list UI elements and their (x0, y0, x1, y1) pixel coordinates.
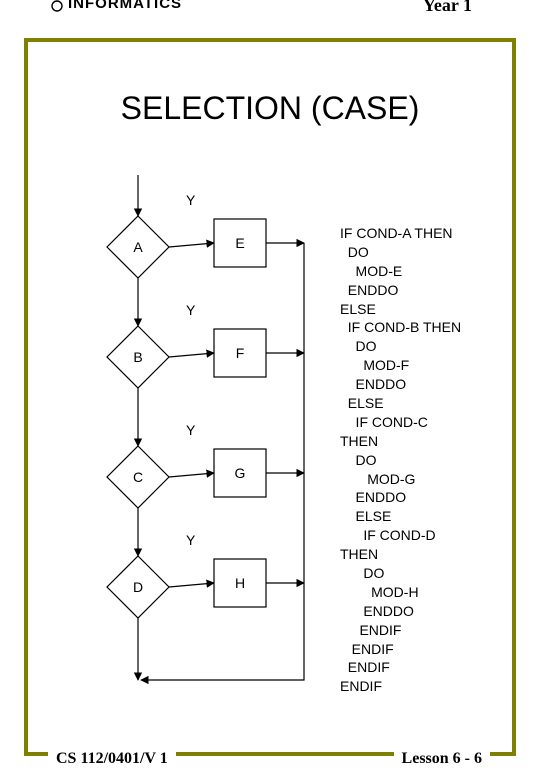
brand-text: INFORMATICS (68, 0, 182, 12)
svg-text:F: F (236, 345, 245, 361)
svg-text:A: A (133, 239, 143, 255)
svg-text:G: G (235, 465, 246, 481)
footer-course-code: CS 112/0401/V 1 (48, 750, 176, 768)
svg-text:H: H (235, 575, 245, 591)
svg-text:Y: Y (186, 532, 196, 548)
brand-block: INFORMATICS (44, 0, 188, 12)
svg-text:E: E (235, 235, 244, 251)
flowchart: Y Y Y Y A E B F C G D H (60, 175, 340, 720)
page-title: SELECTION (CASE) (0, 90, 540, 127)
svg-text:C: C (133, 469, 143, 485)
footer-lesson: Lesson 6 - 6 (394, 750, 490, 768)
brand-icon (50, 0, 64, 12)
svg-text:Y: Y (186, 302, 196, 318)
svg-text:D: D (133, 579, 143, 595)
svg-text:Y: Y (186, 192, 196, 208)
header-year: Year 1 (415, 0, 480, 16)
pseudocode: IF COND-A THEN DO MOD-E ENDDO ELSE IF CO… (340, 224, 461, 696)
svg-text:Y: Y (186, 422, 196, 438)
svg-text:B: B (133, 349, 142, 365)
